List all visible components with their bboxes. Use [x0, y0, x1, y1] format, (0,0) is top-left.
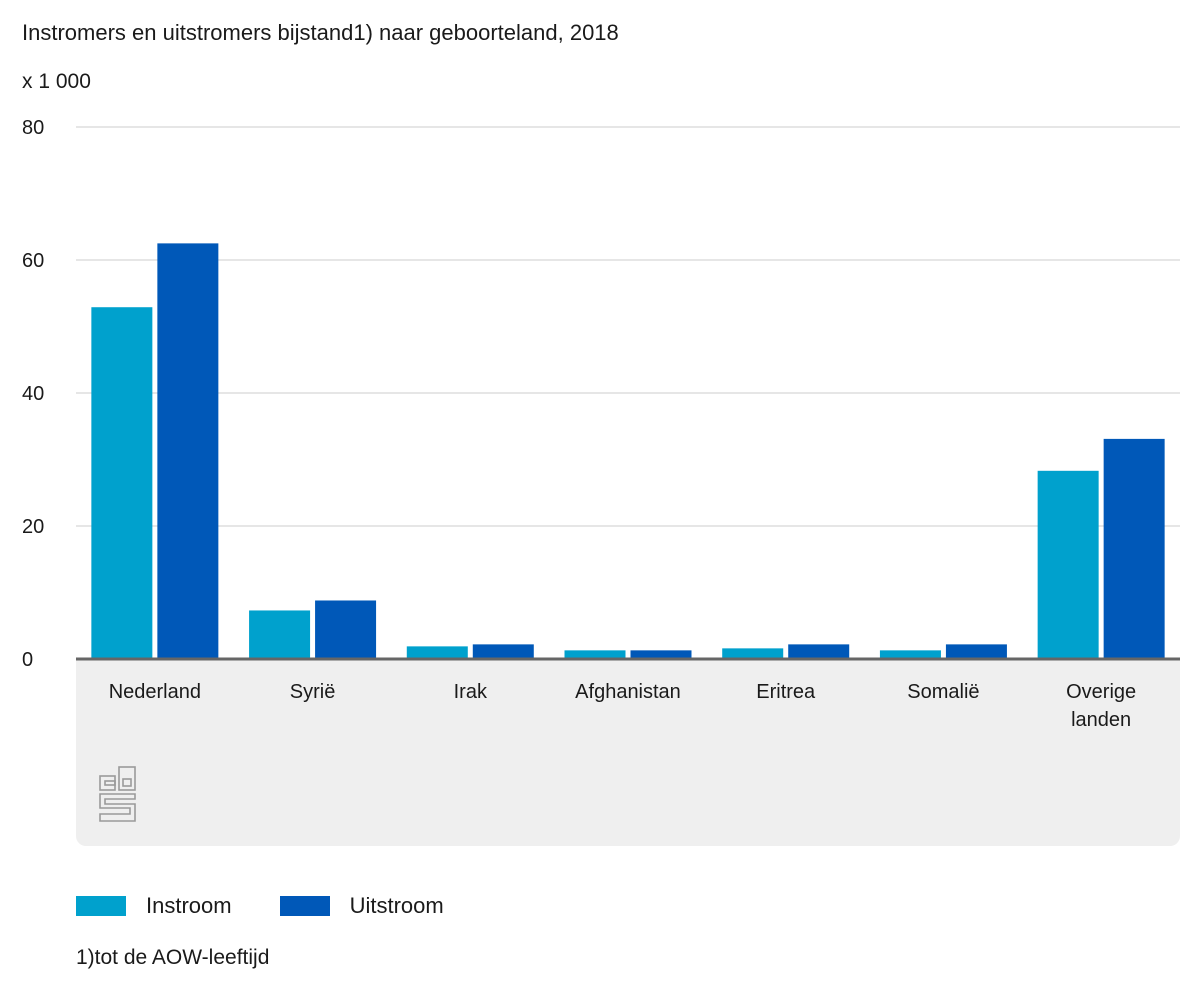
y-axis-unit-label: x 1 000: [22, 70, 91, 93]
bar-instroom-6: [1037, 470, 1099, 659]
gridlines: [76, 126, 1180, 527]
bars: [91, 243, 1165, 659]
bar-instroom-0: [91, 307, 153, 659]
bar-uitstroom-1: [315, 600, 377, 659]
legend-item-uitstroom: Uitstroom: [279, 893, 444, 919]
x-tick-label: Irak: [454, 681, 488, 703]
bar-uitstroom-5: [945, 644, 1007, 659]
bar-uitstroom-3: [630, 650, 692, 659]
legend-label-uitstroom: Uitstroom: [349, 893, 444, 918]
x-tick-label: Syrië: [290, 681, 336, 703]
bar-instroom-5: [879, 650, 941, 659]
bar-chart: 0 20 40 60 80 Nederland Syrië Irak Afghanistan E…: [22, 117, 1180, 846]
cbs-logo-icon: [99, 766, 136, 822]
footnote: 1)tot de AOW-leeftijd: [76, 946, 270, 969]
bar-uitstroom-0: [157, 243, 219, 659]
legend: Instroom Uitstroom: [76, 893, 492, 919]
bar-instroom-2: [406, 646, 468, 659]
legend-label-instroom: Instroom: [146, 893, 232, 918]
legend-swatch-uitstroom: [279, 896, 330, 916]
x-axis-panel: [76, 660, 1180, 846]
x-tick-label: Eritrea: [756, 681, 816, 703]
bar-instroom-1: [249, 610, 311, 659]
x-axis-ticks: Nederland Syrië Irak Afghanistan Eritrea Soma…: [109, 681, 1136, 731]
y-tick-label: 20: [22, 516, 44, 538]
y-tick-label: 0: [22, 649, 33, 671]
legend-swatch-instroom: [76, 896, 126, 916]
x-tick-label: Somalië: [907, 681, 979, 703]
chart-title: Instromers en uitstromers bijstand1) naa…: [22, 20, 619, 45]
x-tick-label: landen: [1071, 709, 1131, 731]
y-tick-label: 80: [22, 117, 44, 139]
x-tick-label: Afghanistan: [575, 681, 681, 703]
bar-instroom-3: [564, 650, 626, 659]
x-axis-panel-top: [76, 660, 1180, 680]
y-tick-label: 40: [22, 383, 44, 405]
bar-uitstroom-4: [788, 644, 850, 659]
y-tick-label: 60: [22, 250, 44, 272]
y-axis-ticks: 0 20 40 60 80: [22, 117, 44, 671]
bar-uitstroom-6: [1103, 438, 1165, 659]
bar-uitstroom-2: [472, 644, 534, 659]
x-tick-label: Overige: [1066, 681, 1136, 703]
legend-item-instroom: Instroom: [76, 893, 232, 919]
x-tick-label: Nederland: [109, 681, 201, 703]
bar-instroom-4: [722, 648, 784, 659]
